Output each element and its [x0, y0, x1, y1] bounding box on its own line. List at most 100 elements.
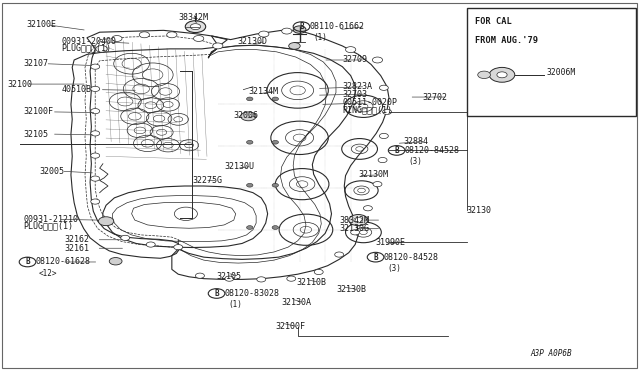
Text: A3P A0P6B: A3P A0P6B: [531, 349, 572, 358]
Circle shape: [91, 153, 100, 158]
Text: B: B: [394, 146, 399, 155]
Circle shape: [380, 134, 388, 138]
Circle shape: [212, 43, 223, 49]
Text: 38342M: 38342M: [178, 13, 208, 22]
Text: PLUGプラグ(1): PLUGプラグ(1): [24, 221, 74, 231]
Text: RINGリング(1): RINGリング(1): [342, 105, 392, 114]
Text: 32006M: 32006M: [547, 68, 576, 77]
Circle shape: [259, 31, 269, 37]
Text: 32130: 32130: [467, 206, 492, 215]
Circle shape: [147, 242, 156, 247]
Text: 00931-20400: 00931-20400: [61, 37, 116, 46]
Circle shape: [477, 71, 490, 78]
Circle shape: [380, 85, 388, 90]
Circle shape: [91, 64, 100, 69]
Text: 08120-84528: 08120-84528: [384, 253, 439, 262]
Circle shape: [346, 46, 356, 52]
Circle shape: [246, 97, 253, 101]
Circle shape: [140, 32, 150, 38]
Text: 08120-61628: 08120-61628: [36, 257, 91, 266]
Circle shape: [246, 140, 253, 144]
Text: 08120-83028: 08120-83028: [225, 289, 280, 298]
Text: 32130U: 32130U: [224, 162, 254, 171]
Circle shape: [91, 131, 100, 136]
Circle shape: [349, 215, 368, 226]
Circle shape: [497, 72, 507, 78]
Text: 08120-84528: 08120-84528: [405, 146, 460, 155]
Circle shape: [364, 206, 372, 211]
Circle shape: [257, 277, 266, 282]
Circle shape: [121, 235, 130, 240]
Circle shape: [314, 269, 323, 275]
Text: 32105: 32105: [24, 129, 49, 139]
Circle shape: [489, 67, 515, 82]
Circle shape: [99, 217, 114, 226]
Circle shape: [383, 109, 392, 115]
Circle shape: [96, 45, 108, 52]
Text: PLUGプラグ(1): PLUGプラグ(1): [61, 44, 111, 52]
Circle shape: [378, 157, 387, 163]
Text: B: B: [25, 257, 30, 266]
Text: 32884: 32884: [403, 137, 428, 146]
Circle shape: [351, 230, 360, 235]
Text: 32134M: 32134M: [248, 87, 278, 96]
Text: 40510B: 40510B: [61, 85, 92, 94]
Circle shape: [91, 176, 100, 181]
Text: 32703: 32703: [342, 90, 367, 99]
Circle shape: [167, 32, 177, 38]
Circle shape: [225, 276, 234, 281]
Text: 32275G: 32275G: [192, 176, 222, 185]
Text: 32130M: 32130M: [358, 170, 388, 179]
FancyBboxPatch shape: [467, 8, 636, 116]
Text: 32161: 32161: [65, 244, 90, 253]
Circle shape: [289, 42, 300, 49]
Text: (1): (1): [228, 300, 242, 309]
Text: <12>: <12>: [39, 269, 58, 278]
Circle shape: [241, 112, 256, 121]
Text: 32110B: 32110B: [296, 278, 326, 287]
Text: FOR CAL: FOR CAL: [474, 17, 511, 26]
Text: (1): (1): [313, 33, 327, 42]
Text: 32130B: 32130B: [336, 285, 366, 294]
Text: (3): (3): [387, 264, 401, 273]
Circle shape: [272, 140, 278, 144]
Text: 00511-0020P: 00511-0020P: [342, 99, 397, 108]
Text: B: B: [373, 253, 378, 262]
Text: FROM AUG.'79: FROM AUG.'79: [474, 36, 538, 45]
Circle shape: [272, 97, 278, 101]
Circle shape: [354, 218, 363, 223]
Text: 08110-61662: 08110-61662: [310, 22, 365, 31]
Text: 32107: 32107: [24, 59, 49, 68]
Text: 32100F: 32100F: [275, 322, 305, 331]
Text: 32105: 32105: [216, 272, 241, 281]
Text: 32100F: 32100F: [24, 108, 54, 116]
Text: 32006: 32006: [234, 111, 259, 120]
Text: 00931-21210: 00931-21210: [24, 215, 79, 224]
Text: 38342M: 38342M: [339, 216, 369, 225]
Text: 32100E: 32100E: [26, 20, 56, 29]
Text: 32130G: 32130G: [339, 224, 369, 233]
Text: (3): (3): [408, 157, 422, 166]
Circle shape: [335, 252, 344, 257]
Circle shape: [102, 221, 111, 226]
Circle shape: [91, 109, 100, 114]
Text: 32823A: 32823A: [342, 82, 372, 91]
Text: 32709: 32709: [342, 55, 367, 64]
Circle shape: [372, 57, 383, 63]
Text: 32162: 32162: [65, 235, 90, 244]
Text: 32130A: 32130A: [282, 298, 312, 307]
Text: 32100: 32100: [7, 80, 32, 89]
Text: 31990E: 31990E: [376, 238, 406, 247]
Circle shape: [287, 276, 296, 281]
Circle shape: [373, 182, 382, 187]
Circle shape: [246, 226, 253, 230]
Circle shape: [246, 183, 253, 187]
Circle shape: [112, 36, 122, 41]
Circle shape: [91, 86, 100, 92]
Circle shape: [185, 21, 205, 33]
Text: B: B: [299, 22, 304, 31]
Text: 32005: 32005: [39, 167, 64, 176]
Circle shape: [272, 226, 278, 230]
Text: 32702: 32702: [422, 93, 447, 102]
Circle shape: [282, 28, 292, 34]
